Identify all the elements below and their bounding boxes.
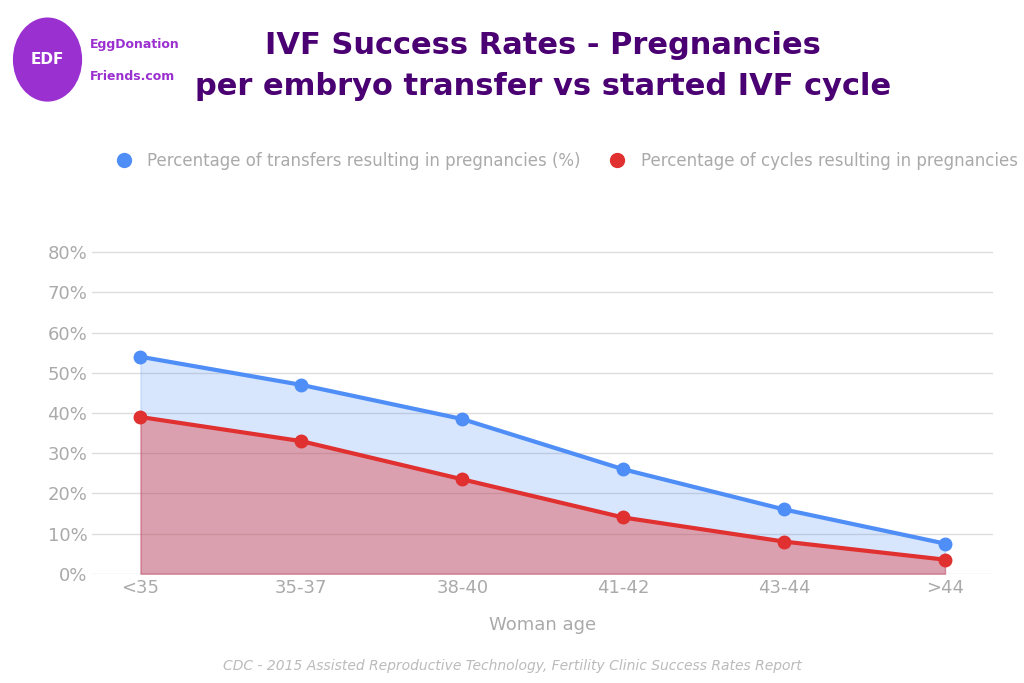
- Percentage of transfers resulting in pregnancies (%): [456, 415, 468, 423]
- Percentage of transfers resulting in pregnancies (%): [295, 381, 307, 389]
- Text: CDC - 2015 Assisted Reproductive Technology, Fertility Clinic Success Rates Repo: CDC - 2015 Assisted Reproductive Technol…: [222, 659, 802, 673]
- Text: IVF Success Rates - Pregnancies: IVF Success Rates - Pregnancies: [265, 31, 820, 59]
- Percentage of cycles resulting in pregnancies (%): [778, 538, 791, 546]
- Text: Woman age: Woman age: [489, 616, 596, 634]
- Percentage of cycles resulting in pregnancies (%): [939, 555, 951, 563]
- Percentage of transfers resulting in pregnancies (%): [617, 465, 630, 473]
- Percentage of cycles resulting in pregnancies (%): [295, 437, 307, 445]
- Percentage of cycles resulting in pregnancies (%): [456, 475, 468, 484]
- Line: Percentage of cycles resulting in pregnancies (%): Percentage of cycles resulting in pregna…: [134, 410, 951, 566]
- Legend: Percentage of transfers resulting in pregnancies (%), Percentage of cycles resul: Percentage of transfers resulting in pre…: [100, 145, 1024, 176]
- Percentage of cycles resulting in pregnancies (%): [617, 514, 630, 522]
- Text: Friends.com: Friends.com: [90, 70, 175, 83]
- Text: EDF: EDF: [31, 52, 65, 67]
- Text: EggDonation: EggDonation: [90, 38, 180, 51]
- Percentage of transfers resulting in pregnancies (%): [134, 352, 146, 361]
- Text: per embryo transfer vs started IVF cycle: per embryo transfer vs started IVF cycle: [195, 72, 891, 100]
- Line: Percentage of transfers resulting in pregnancies (%): Percentage of transfers resulting in pre…: [134, 350, 951, 550]
- Percentage of cycles resulting in pregnancies (%): [134, 413, 146, 421]
- Percentage of transfers resulting in pregnancies (%): [939, 540, 951, 548]
- Ellipse shape: [13, 18, 82, 102]
- Percentage of transfers resulting in pregnancies (%): [778, 505, 791, 514]
